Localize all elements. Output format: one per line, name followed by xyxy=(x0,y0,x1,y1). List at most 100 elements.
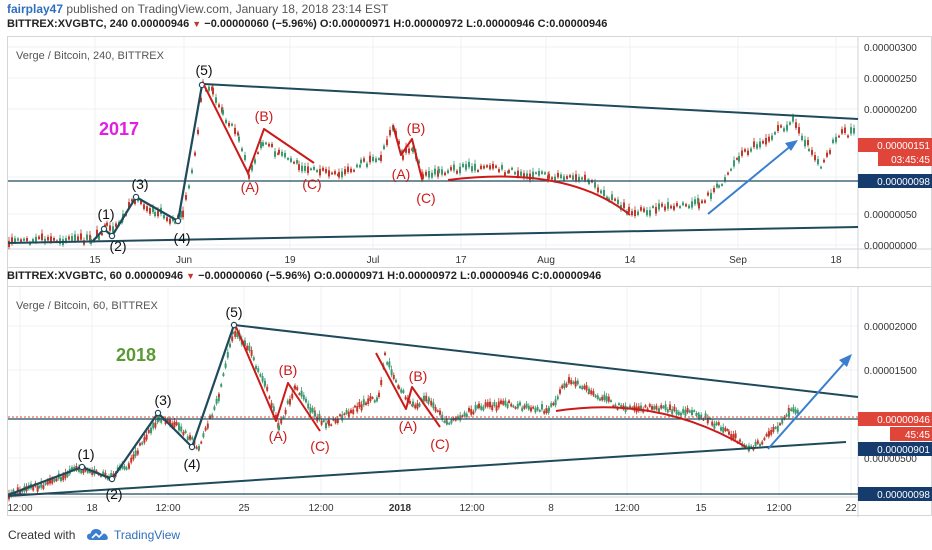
candle-body xyxy=(204,427,207,431)
candle-body xyxy=(166,418,169,423)
candle-body xyxy=(302,394,305,400)
y-tick-label: 0.00002000 xyxy=(864,322,917,333)
candle-body xyxy=(11,237,13,244)
candle-body xyxy=(581,386,584,390)
candle-body xyxy=(477,170,479,172)
candle-body xyxy=(182,431,185,436)
candle-body xyxy=(182,210,184,218)
candle-body xyxy=(754,441,757,447)
candle-body xyxy=(143,437,146,443)
candle-body xyxy=(575,174,577,181)
chart-canvas-top[interactable]: Verge / Bitcoin, 240, BITTREX 2017 (1) (2) (… xyxy=(8,37,932,269)
candle-body xyxy=(384,352,386,356)
candle-body xyxy=(60,476,62,481)
tradingview-brand[interactable]: TradingView xyxy=(114,528,181,542)
countdown-badge: 45:45 xyxy=(905,430,930,441)
candle-body xyxy=(664,404,667,411)
candle-body xyxy=(217,395,220,402)
candle-body xyxy=(388,361,391,368)
candle-body xyxy=(191,437,194,440)
candle-body xyxy=(497,401,500,408)
candle-body xyxy=(614,198,616,201)
candle-body xyxy=(286,400,289,404)
candle-body xyxy=(688,205,690,209)
candle-body xyxy=(291,393,294,399)
last-price: 0.00000946 xyxy=(124,270,184,282)
candle-body xyxy=(102,471,105,476)
candle-body xyxy=(438,168,440,173)
tradingview-cloud-icon[interactable] xyxy=(86,527,110,543)
candle-body xyxy=(398,141,400,145)
candle-body xyxy=(502,400,505,405)
candle-body xyxy=(655,405,658,410)
candle-body xyxy=(504,172,506,176)
candle-body xyxy=(779,423,781,426)
candle-body xyxy=(347,166,349,172)
candle-body xyxy=(166,217,168,222)
candle-body xyxy=(265,142,267,145)
candle-body xyxy=(293,161,295,164)
candle-body xyxy=(785,414,788,417)
candle-body xyxy=(290,158,292,162)
last-price-badge: 0.00000151 xyxy=(877,141,930,152)
candle-body xyxy=(670,205,672,209)
candle-body xyxy=(814,155,816,161)
candle-body xyxy=(314,412,316,417)
candle-body xyxy=(590,390,593,395)
candle-body xyxy=(343,413,346,416)
footer: Created with TradingView xyxy=(0,520,932,550)
candle-body xyxy=(42,485,45,489)
candle-body xyxy=(271,143,273,147)
candle-body xyxy=(738,156,740,162)
candle-body xyxy=(104,224,106,228)
candle-body xyxy=(774,427,777,429)
candle-body xyxy=(395,379,397,383)
rounding-bottom-arc xyxy=(555,406,747,448)
chart-title: Verge / Bitcoin, 60, BITTREX xyxy=(16,300,159,312)
candle-body xyxy=(491,405,494,411)
candle-body xyxy=(325,422,327,429)
candle-body xyxy=(652,205,654,208)
author-link[interactable]: fairplay47 xyxy=(7,2,64,16)
wave-label-1: (1) xyxy=(97,206,114,222)
support-trendline xyxy=(8,226,859,244)
candle-body xyxy=(35,236,37,243)
candle-body xyxy=(745,445,748,449)
wave-node xyxy=(132,193,140,201)
candle-body xyxy=(402,155,404,160)
candle-body xyxy=(658,408,660,413)
candle-body xyxy=(311,408,314,413)
candle-body xyxy=(789,122,791,125)
candle-body xyxy=(152,422,155,429)
candle-body xyxy=(32,239,34,242)
chart-panel-top[interactable]: Verge / Bitcoin, 240, BITTREX 2017 (1) (2) (… xyxy=(7,36,932,269)
candle-body xyxy=(450,167,452,171)
chart-canvas-bottom[interactable]: Verge / Bitcoin, 60, BITTREX 2018 (1) (2) (3… xyxy=(8,287,932,517)
candle-body xyxy=(200,97,202,102)
low-price-badge-bg xyxy=(858,442,932,456)
candle-body xyxy=(188,185,190,189)
candle-body xyxy=(77,236,79,241)
wave-label-5: (5) xyxy=(225,304,242,320)
candle-body xyxy=(548,173,550,179)
candle-body xyxy=(134,450,137,457)
candle-body xyxy=(826,152,828,157)
candle-body xyxy=(322,420,325,422)
candle-body xyxy=(443,420,446,423)
candle-body xyxy=(154,211,156,217)
candle-body xyxy=(32,486,35,491)
chart-panel-bottom[interactable]: Verge / Bitcoin, 60, BITTREX 2018 (1) (2) (3… xyxy=(7,286,932,517)
candle-body xyxy=(334,419,337,424)
hline-price-badge: 0.00000098 xyxy=(877,177,930,188)
candle-body xyxy=(241,148,243,152)
candle-body xyxy=(704,413,707,419)
candle-body xyxy=(80,469,83,474)
candle-body xyxy=(578,176,580,182)
candle-body xyxy=(643,208,645,212)
candle-body xyxy=(189,435,191,440)
x-tick-label: 15 xyxy=(89,255,101,266)
symbol-label: BITTREX:XVGBTC, 240 xyxy=(7,18,129,30)
candle-body xyxy=(360,159,362,164)
candle-body xyxy=(434,168,436,175)
high-value: H:0.00000972 xyxy=(387,270,457,282)
